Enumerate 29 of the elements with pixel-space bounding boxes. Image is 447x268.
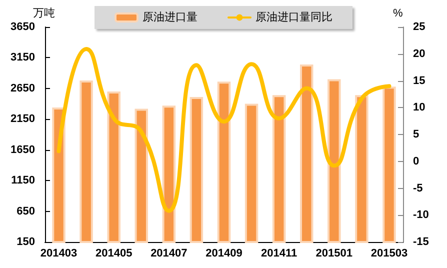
y-tick-label: 150 [16,236,35,248]
x-tick-label: 201403 [40,248,78,260]
x-tick-label: 201405 [95,248,132,260]
y2-tick-label: 5 [413,128,420,140]
y2-axis-title: % [393,8,403,20]
legend-label: 原油进口量 [142,10,198,24]
y-tick-label: 1650 [10,144,35,156]
y-axis-title: 万吨 [33,6,55,20]
y-tick-label: 1150 [11,174,35,187]
y-tick-label: 2150 [10,113,35,126]
y2-tick-label: -15 [413,236,429,248]
y2-tick-label: 15 [413,74,426,87]
x-tick-label: 201409 [206,248,242,260]
y2-tick-label: 10 [413,102,426,114]
y-tick-label: 3650 [10,21,35,33]
line-series [56,47,392,213]
y-tick-label: 650 [16,205,35,218]
x-tick-label: 201501 [316,248,353,260]
x-tick-label: 201503 [370,248,408,260]
y2-tick-label: -10 [413,209,429,222]
y-tick-label: 3150 [10,52,35,64]
x-tick-label: 201411 [261,248,298,260]
x-tick-label: 201407 [150,248,188,260]
y-tick-label: 2650 [10,82,35,94]
y2-tick-label: 20 [413,48,426,60]
y2-tick-label: 25 [413,21,426,33]
legend-label: 原油进口量同比 [256,10,332,24]
y2-tick-label: 0 [413,155,420,168]
y2-tick-label: -5 [413,182,423,194]
